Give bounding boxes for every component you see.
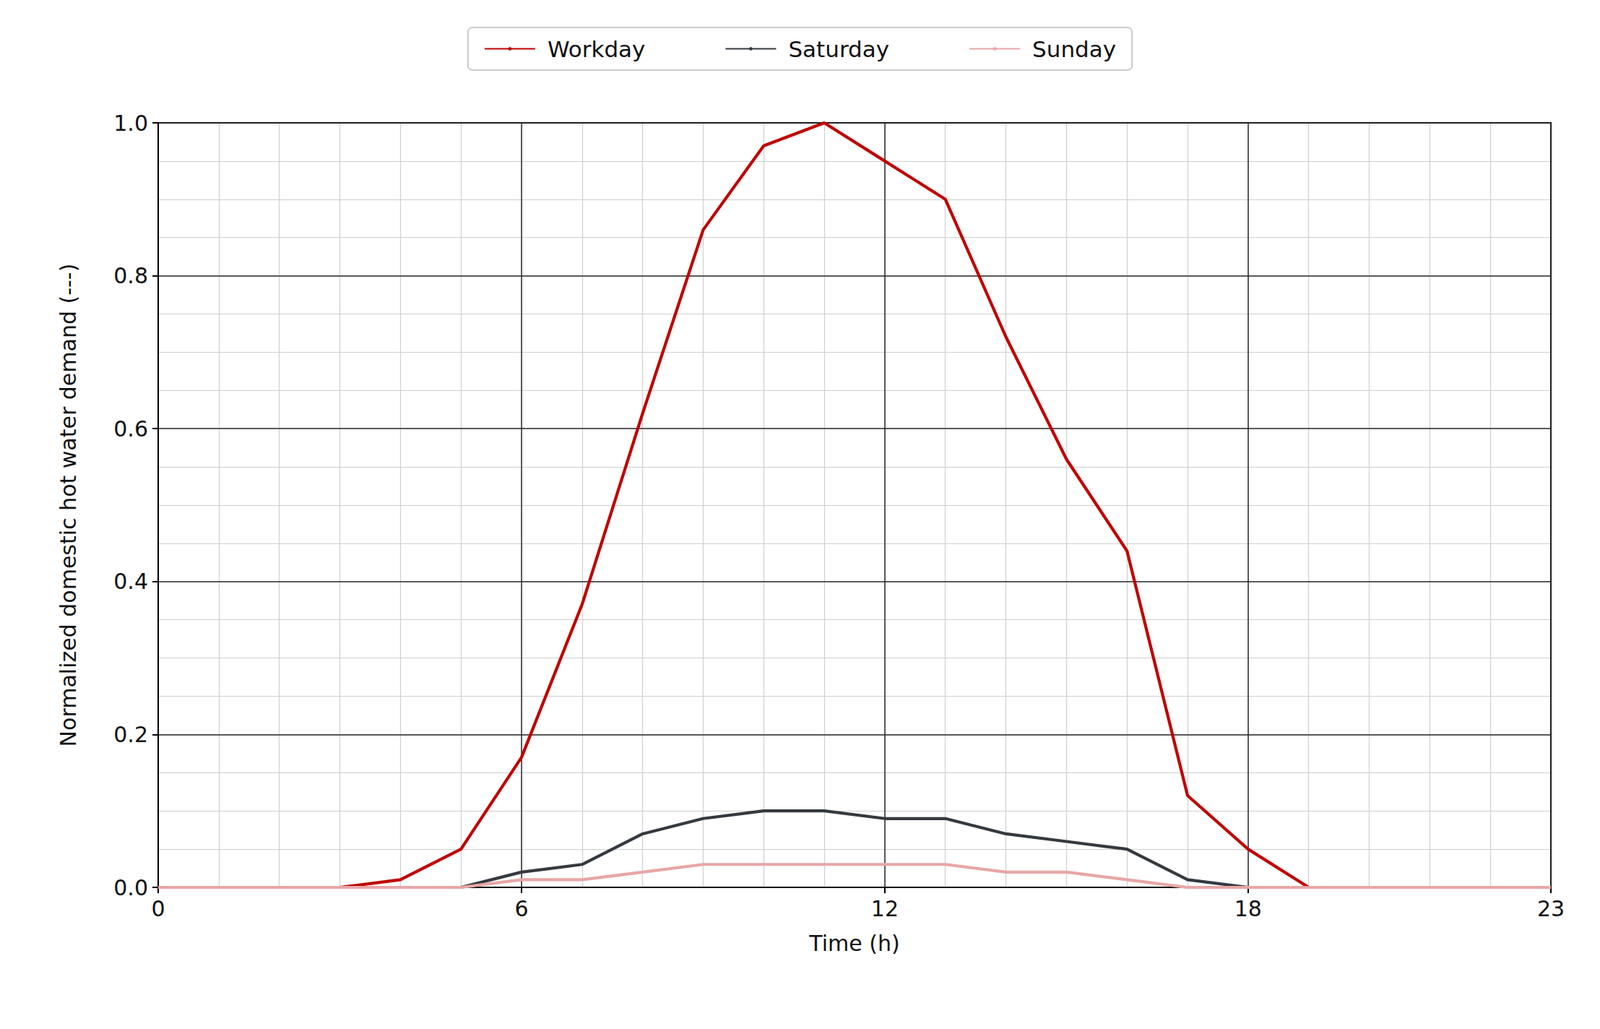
svg-text:0.0: 0.0 xyxy=(113,874,149,901)
svg-text:0.2: 0.2 xyxy=(113,721,149,747)
svg-text:12: 12 xyxy=(871,895,899,921)
svg-text:Normalized domestic hot water: Normalized domestic hot water demand (--… xyxy=(55,263,81,747)
svg-text:Workday: Workday xyxy=(547,36,646,63)
svg-text:0.4: 0.4 xyxy=(113,568,149,594)
svg-text:Saturday: Saturday xyxy=(788,36,890,63)
svg-text:6: 6 xyxy=(514,895,529,921)
svg-text:0.6: 0.6 xyxy=(113,416,149,442)
svg-text:0.8: 0.8 xyxy=(113,262,149,289)
svg-text:18: 18 xyxy=(1234,895,1262,921)
svg-text:23: 23 xyxy=(1537,895,1565,921)
svg-text:1.0: 1.0 xyxy=(113,110,149,136)
svg-text:Sunday: Sunday xyxy=(1032,36,1117,63)
svg-text:Time (h): Time (h) xyxy=(808,930,900,956)
svg-text:0: 0 xyxy=(150,895,165,921)
